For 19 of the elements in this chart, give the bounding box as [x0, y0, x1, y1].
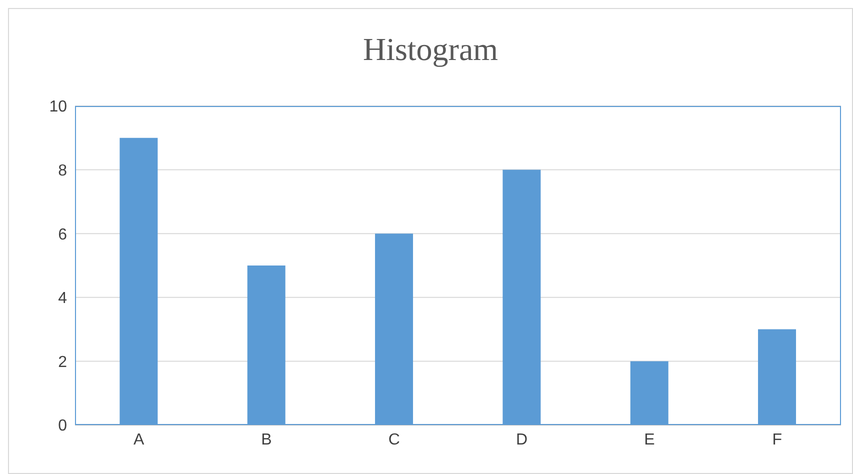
bar [120, 138, 158, 425]
x-tick-label: B [261, 431, 272, 448]
bar [758, 329, 796, 425]
y-tick-label: 4 [58, 290, 68, 308]
x-tick-label: A [133, 431, 144, 448]
chart-title: Histogram [362, 30, 500, 69]
x-tick-label: E [644, 431, 655, 448]
x-tick-label: C [388, 431, 400, 448]
bar [502, 170, 541, 425]
x-tick-label: D [516, 431, 528, 448]
y-tick-label: 8 [58, 162, 68, 180]
y-tick-label: 10 [49, 98, 68, 116]
bar [247, 266, 286, 425]
y-tick-label: 2 [58, 354, 68, 371]
bar [375, 234, 414, 425]
y-tick-label: 6 [58, 226, 68, 244]
bar [630, 361, 668, 425]
x-tick-label: F [772, 431, 782, 448]
y-tick-label: 0 [58, 418, 68, 435]
